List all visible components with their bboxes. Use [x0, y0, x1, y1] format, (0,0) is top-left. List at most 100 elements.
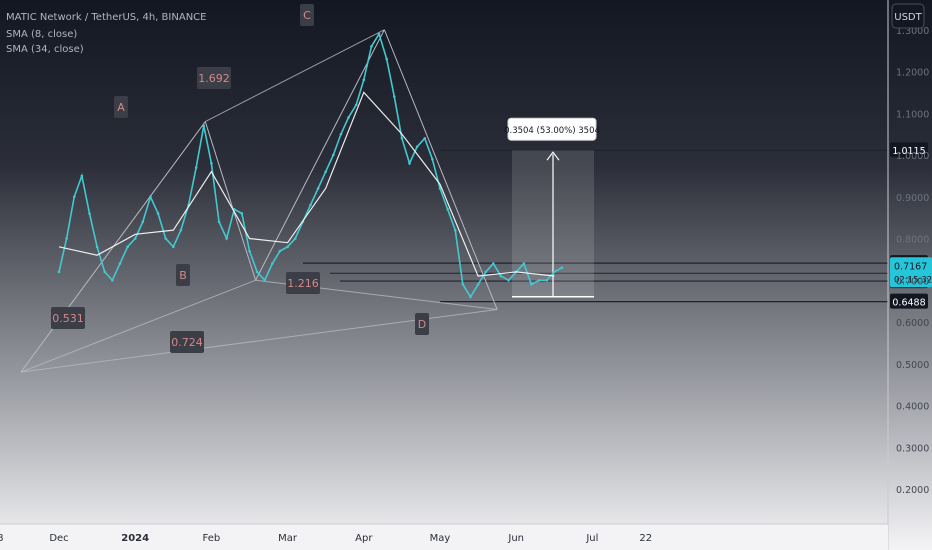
level-price-tag [890, 293, 928, 309]
level-price-label: 1.0115 [892, 146, 925, 157]
y-tick-label: 0.6000 [896, 318, 929, 329]
sma-8-line [58, 91, 555, 277]
pattern-point-box [114, 96, 128, 118]
price-point [537, 278, 541, 282]
price-point [530, 283, 533, 286]
y-tick-label: 0.3000 [896, 443, 929, 454]
x-tick-label: Dec [49, 533, 68, 544]
y-tick-label: 1.0000 [896, 151, 929, 162]
price-point [492, 262, 495, 265]
ratio-box [286, 272, 320, 294]
pattern-leg [204, 121, 257, 281]
price-point [316, 187, 320, 190]
y-tick-label: 1.2000 [896, 68, 929, 79]
price-point [194, 166, 198, 169]
price-point [362, 78, 366, 82]
price-point [293, 237, 297, 240]
price-point [423, 137, 427, 140]
x-axis: 8 Dec 2024 Feb Mar Apr May Jun Jul 22 [0, 523, 888, 550]
price-point [438, 187, 442, 190]
price-point [392, 95, 396, 98]
price-point [80, 174, 84, 178]
ratio-label: 1.216 [287, 277, 319, 290]
price-point [156, 212, 160, 215]
price-point [507, 278, 510, 282]
price-point [324, 170, 328, 173]
price-point [484, 270, 488, 274]
ratio-label: 1.692 [198, 72, 230, 85]
price-point [560, 266, 564, 270]
price-point [95, 245, 99, 249]
pattern-ratio-line [205, 29, 385, 123]
price-point [103, 270, 107, 274]
price-point [255, 270, 259, 274]
price-point [164, 237, 167, 240]
price-point [476, 283, 480, 286]
pattern-leg [383, 29, 498, 310]
ratio-box [197, 67, 231, 89]
ratio-box [170, 331, 204, 353]
price-point [286, 245, 289, 249]
y-tick-label: 1.3000 [896, 26, 929, 37]
x-tick-label: May [430, 533, 451, 544]
currency-label: USDT [894, 12, 922, 23]
price-point [65, 237, 68, 240]
price-point [553, 270, 556, 274]
current-price-tag [890, 257, 932, 288]
y-tick-label: 0.9000 [896, 193, 929, 204]
level-price-tag [890, 142, 928, 158]
pattern-point-label: A [117, 101, 125, 114]
price-point [431, 157, 434, 161]
price-point [522, 262, 526, 265]
price-point [385, 57, 388, 61]
price-point [354, 103, 358, 107]
y-tick-label: 1.1000 [896, 109, 929, 120]
price-point [347, 116, 350, 119]
price-point [210, 162, 213, 165]
level-price-label: 0.6488 [892, 298, 925, 309]
price-point [217, 220, 221, 224]
price-point [263, 278, 267, 282]
pattern-point-label: C [303, 9, 311, 22]
projection-label: 0.3504 (53.00%) 3504 [504, 126, 600, 136]
x-tick-label: Mar [278, 533, 298, 544]
symbol-title: MATIC Network / TetherUS, 4h, BINANCE [6, 12, 206, 23]
projection-arrow-head [546, 151, 560, 161]
x-tick-label: Jun [507, 533, 524, 544]
bar-countdown-label: 02:15:32 [894, 275, 932, 285]
price-point [408, 162, 411, 165]
ratio-box [51, 307, 85, 329]
price-point [240, 212, 244, 215]
projection-label-box [507, 117, 597, 141]
price-line [58, 31, 563, 299]
x-tick-label: 22 [639, 533, 652, 544]
price-point [172, 245, 175, 249]
price-point [57, 270, 61, 274]
x-tick-label: 8 [0, 533, 4, 544]
price-point [88, 212, 91, 215]
price-point [72, 195, 76, 199]
indicator-sma-34[interactable]: SMA (34, close) [6, 44, 84, 55]
harmonic-pattern-layer [20, 29, 498, 373]
legend: MATIC Network / TetherUS, 4h, BINANCE SM… [6, 12, 206, 55]
pattern-point-box [415, 313, 429, 335]
pattern-point-box [176, 264, 190, 286]
price-point [499, 274, 503, 278]
y-tick-label: 0.4000 [896, 402, 929, 413]
price-point [446, 207, 449, 211]
price-point [370, 45, 373, 48]
price-point [461, 283, 465, 286]
price-point [202, 124, 206, 128]
price-point [377, 32, 381, 36]
pattern-point-label: D [418, 318, 426, 331]
currency-button[interactable]: USDT [891, 3, 925, 29]
price-point [141, 220, 145, 224]
price-point [415, 145, 419, 148]
indicator-sma-8[interactable]: SMA (8, close) [6, 29, 77, 40]
price-point [400, 137, 404, 140]
price-point [111, 278, 114, 282]
pattern-leg [255, 29, 385, 281]
